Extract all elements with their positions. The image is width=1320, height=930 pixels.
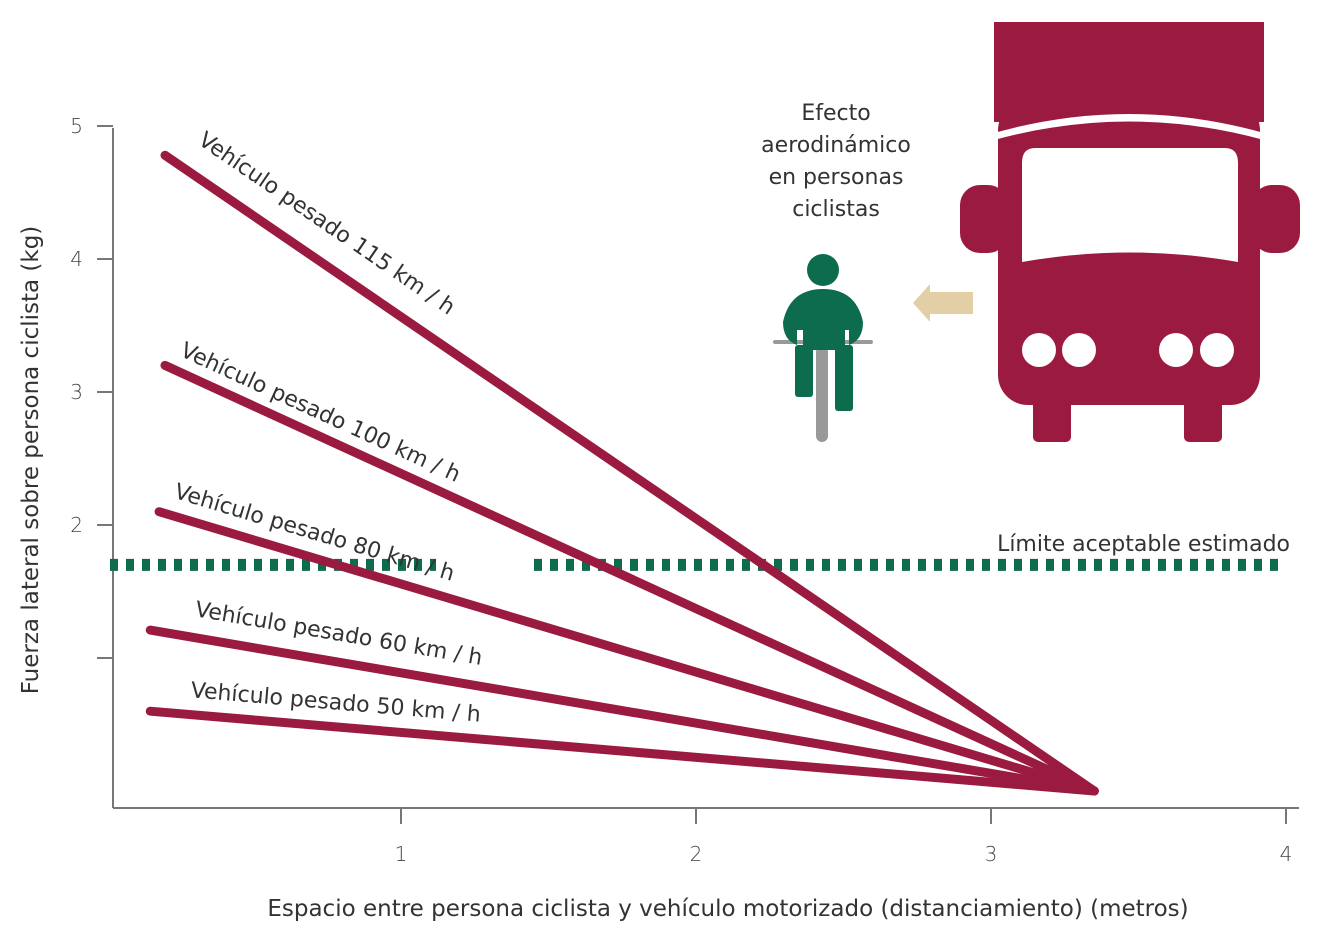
series-lines xyxy=(145,150,1099,796)
threshold-label: Límite aceptable estimado xyxy=(997,532,1290,557)
annotation-line-1: Efecto xyxy=(801,101,870,126)
arrow-left-icon xyxy=(913,284,973,322)
x-tick-label: 4 xyxy=(1280,842,1293,866)
series-label: Vehículo pesado 115 km / h xyxy=(194,128,460,321)
annotation-line-4: ciclistas xyxy=(792,197,880,222)
y-tick-label: 3 xyxy=(70,380,83,404)
series-label: Vehículo pesado 80 km / h xyxy=(171,479,457,586)
x-tick-label: 3 xyxy=(985,842,998,866)
series-label: Vehículo pesado 100 km / h xyxy=(177,338,465,488)
y-tick-label: 2 xyxy=(70,513,83,537)
series-line xyxy=(154,507,1099,796)
annotation: Efecto aerodinámico en personas ciclista… xyxy=(761,101,911,222)
series-line xyxy=(145,625,1099,796)
y-tick-label: 4 xyxy=(70,247,83,271)
x-tick-label: 1 xyxy=(395,842,408,866)
axes xyxy=(112,128,1299,809)
annotation-line-2: aerodinámico xyxy=(761,133,911,158)
series-line xyxy=(160,360,1099,796)
truck-icon xyxy=(960,22,1300,442)
series-line xyxy=(145,706,1099,796)
x-axis-title: Espacio entre persona ciclista y vehícul… xyxy=(267,896,1188,922)
y-ticks: 2 3 4 5 xyxy=(70,114,113,659)
x-tick-label: 2 xyxy=(690,842,703,866)
cyclist-icon xyxy=(773,254,873,442)
series-line xyxy=(160,150,1099,796)
annotation-line-3: en personas xyxy=(769,165,904,190)
y-tick-label: 5 xyxy=(70,114,83,138)
y-axis-title: Fuerza lateral sobre persona ciclista (k… xyxy=(18,226,44,695)
x-ticks: 1 2 3 4 xyxy=(395,808,1293,866)
